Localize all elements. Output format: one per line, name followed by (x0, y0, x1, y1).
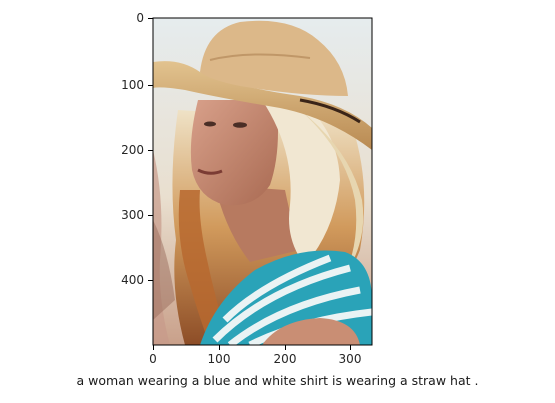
x-tick-label: 200 (274, 352, 297, 366)
axes-frame (152, 17, 373, 346)
y-tick-label: 300 (121, 208, 144, 222)
image-caption: a woman wearing a blue and white shirt i… (76, 373, 479, 388)
y-tick-label: 200 (121, 143, 144, 157)
photo (153, 18, 372, 345)
x-axis (153, 345, 351, 350)
y-tick-label: 400 (121, 273, 144, 287)
x-tick-label: 300 (339, 352, 362, 366)
x-tick-label: 0 (149, 352, 157, 366)
y-axis (148, 18, 153, 281)
y-tick-label: 100 (121, 78, 144, 92)
y-tick-label: 0 (136, 11, 144, 25)
x-tick-label: 100 (208, 352, 231, 366)
